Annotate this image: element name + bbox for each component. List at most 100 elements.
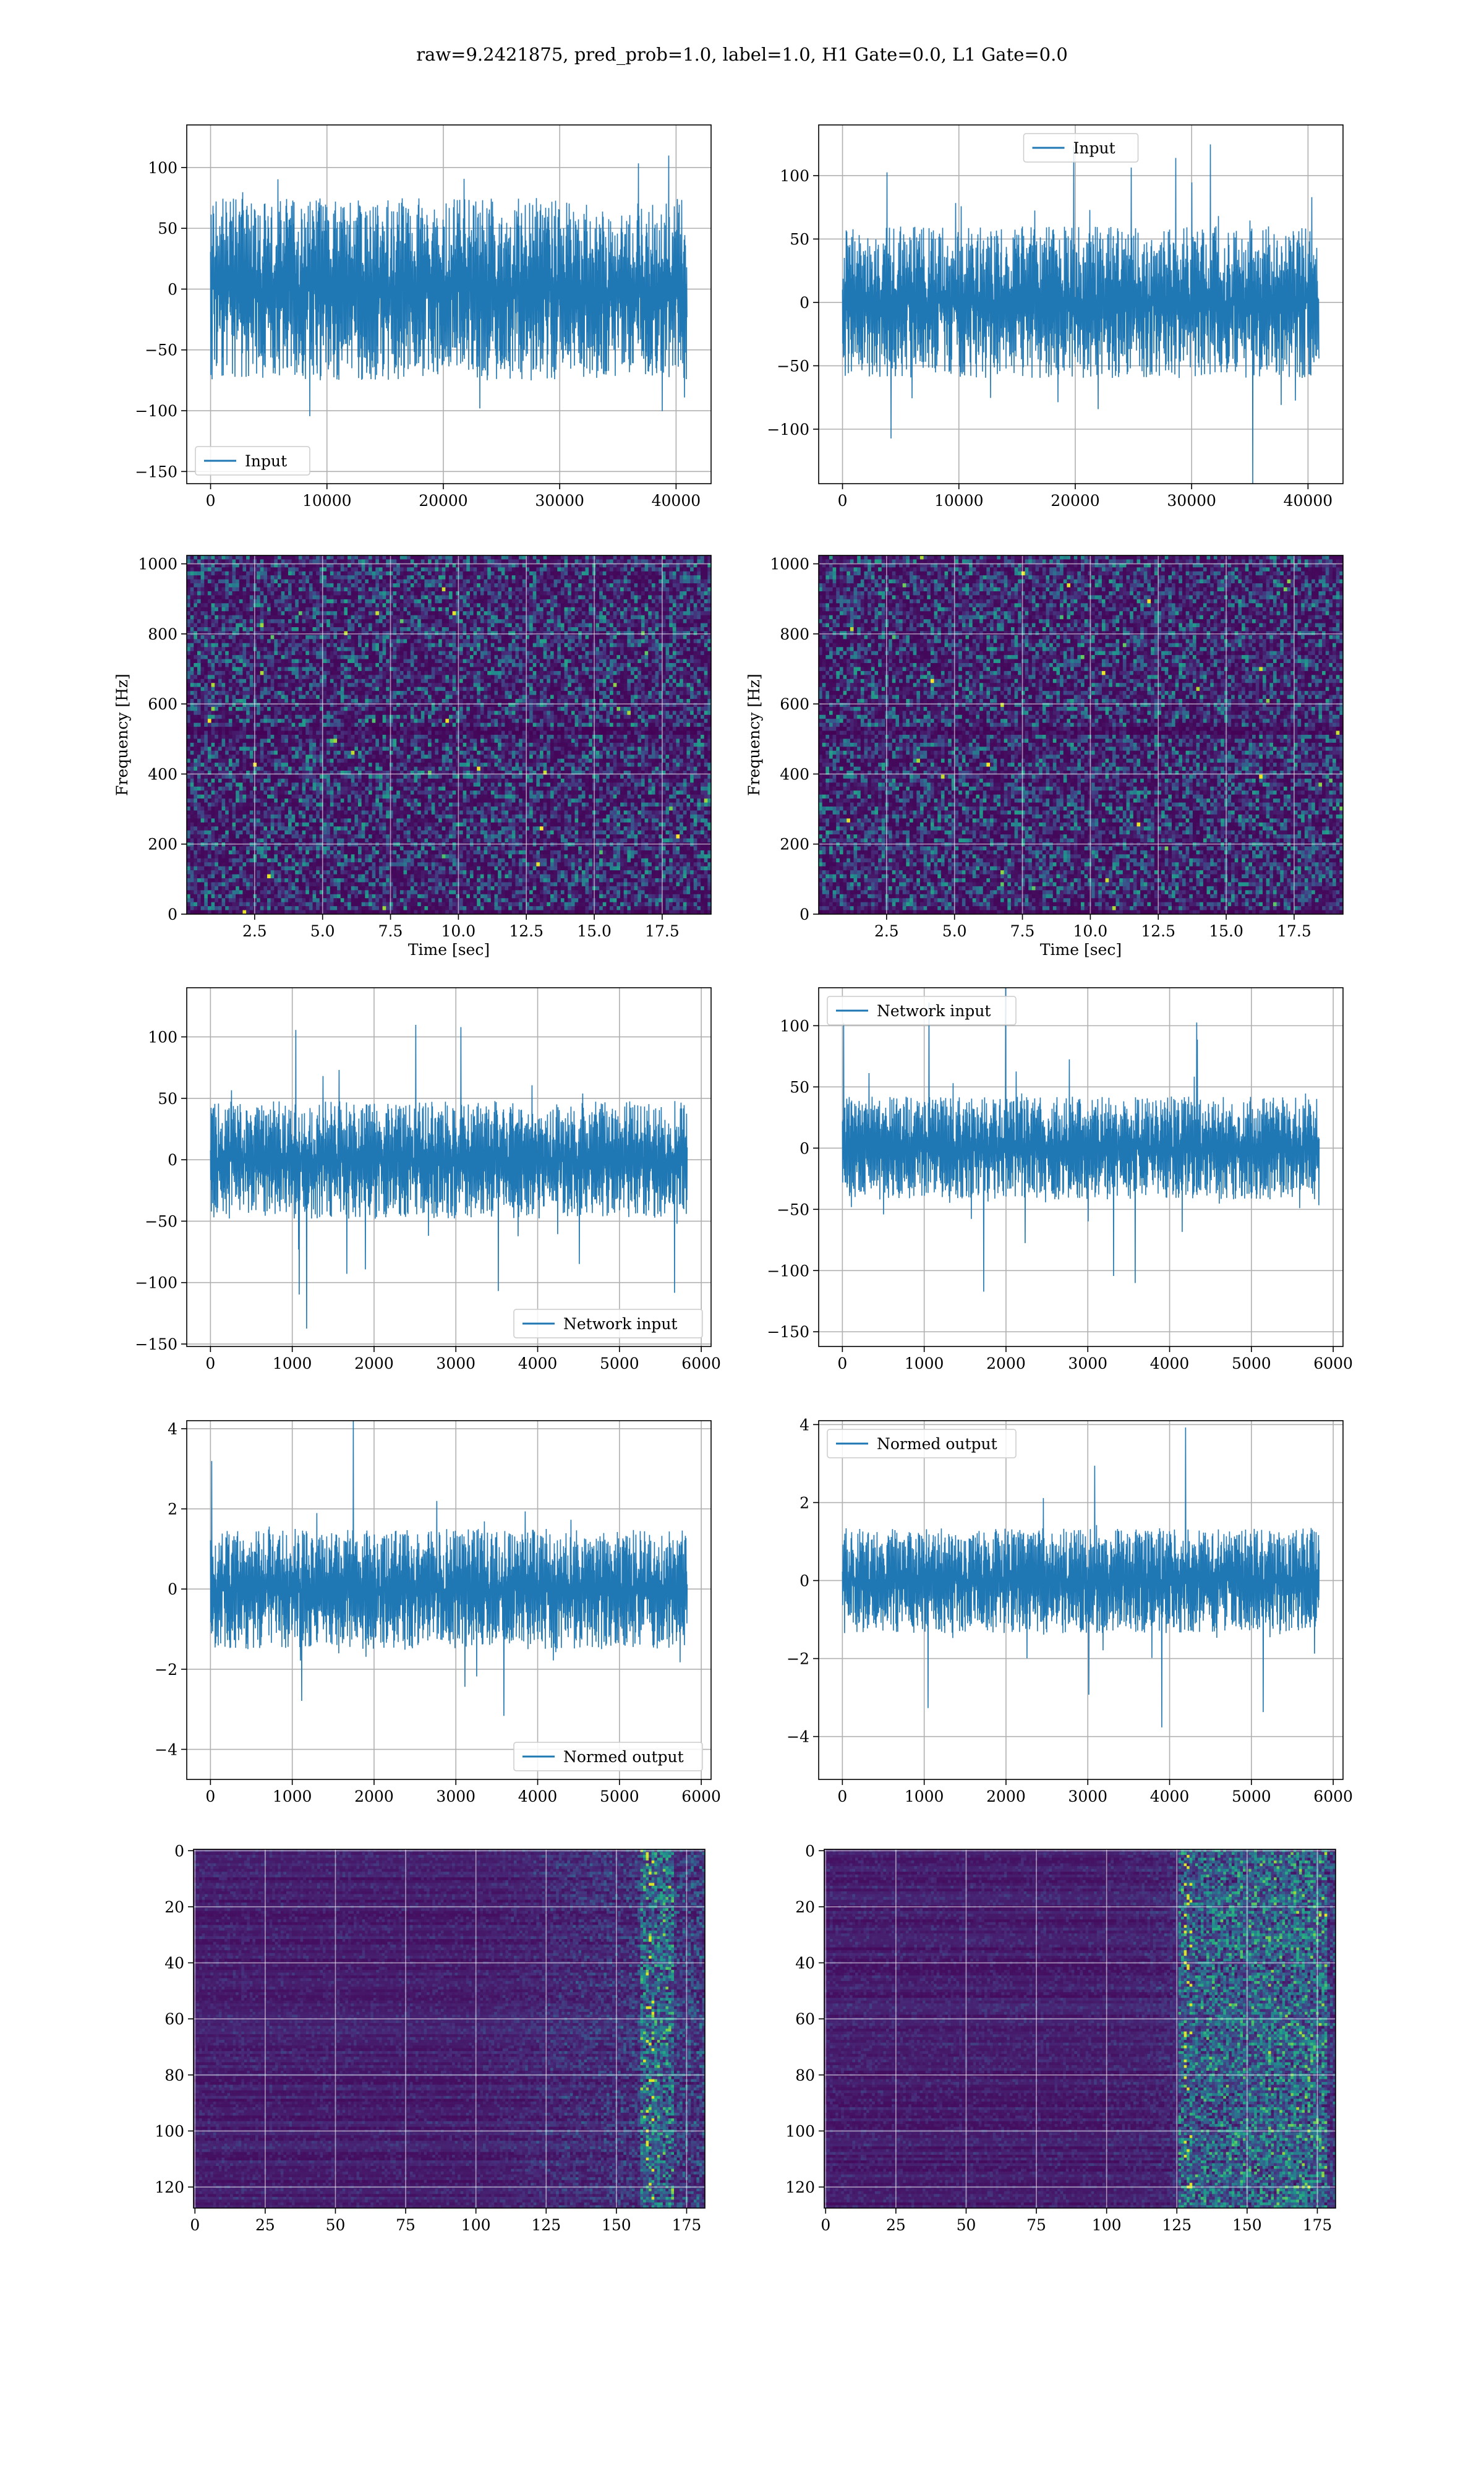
heatmap-cell (341, 663, 344, 667)
heatmap-cell (365, 651, 369, 656)
heatmap-cell (225, 607, 229, 612)
heatmap-cell (341, 583, 344, 588)
heatmap-cell (701, 583, 704, 588)
heatmap-cell (641, 635, 645, 640)
heatmap-cell (242, 599, 246, 604)
heatmap-cell (242, 675, 246, 679)
heatmap-cell (232, 588, 236, 592)
heatmap-cell (211, 588, 215, 592)
heatmap-cell (246, 575, 250, 580)
heatmap-cell (260, 683, 264, 687)
heatmap-cell (704, 595, 708, 599)
heatmap-cell (369, 655, 372, 659)
heatmap-cell (358, 611, 362, 615)
heatmap-cell (260, 663, 264, 667)
heatmap-cell (519, 603, 522, 607)
heatmap-cell (522, 555, 526, 560)
heatmap-cell (585, 659, 589, 664)
heatmap-cell (229, 615, 232, 620)
heatmap-cell (348, 588, 351, 592)
heatmap-cell (208, 631, 211, 635)
heatmap-cell (582, 607, 586, 612)
heatmap-cell (624, 639, 628, 643)
heatmap-cell (442, 559, 446, 563)
heatmap-cell (459, 655, 463, 659)
heatmap-cell (498, 559, 501, 563)
heatmap-cell (204, 595, 208, 599)
heatmap-cell (522, 611, 526, 615)
heatmap-cell (456, 667, 459, 671)
heatmap-cell (358, 571, 362, 576)
heatmap-cell (575, 571, 579, 576)
heatmap-cell (683, 555, 687, 560)
heatmap-cell (554, 619, 558, 623)
heatmap-cell (582, 559, 586, 563)
heatmap-cell (610, 599, 613, 604)
heatmap-cell (589, 647, 592, 651)
heatmap-cell (194, 575, 197, 580)
heatmap-cell (236, 635, 239, 640)
heatmap-cell (498, 599, 501, 604)
heatmap-cell (281, 603, 285, 607)
heatmap-cell (348, 575, 351, 580)
heatmap-cell (309, 647, 313, 651)
heatmap-cell (540, 607, 544, 612)
heatmap-cell (491, 635, 495, 640)
heatmap-cell (341, 591, 344, 596)
heatmap-cell (242, 567, 246, 571)
heatmap-cell (680, 623, 683, 628)
heatmap-cell (341, 571, 344, 576)
heatmap-cell (445, 639, 449, 643)
heatmap-cell (529, 675, 533, 679)
heatmap-cell (215, 580, 218, 584)
heatmap-cell (561, 655, 565, 659)
heatmap-cell (690, 595, 694, 599)
heatmap-cell (686, 603, 690, 607)
heatmap-cell (529, 671, 533, 675)
heatmap-cell (274, 607, 278, 612)
heatmap-cell (466, 667, 470, 671)
heatmap-cell (316, 675, 320, 679)
heatmap-cell (578, 639, 582, 643)
heatmap-cell (536, 611, 540, 615)
heatmap-cell (453, 667, 456, 671)
heatmap-cell (417, 615, 421, 620)
heatmap-cell (267, 683, 271, 687)
heatmap-cell (284, 555, 288, 560)
heatmap-cell (494, 611, 498, 615)
heatmap-cell (589, 631, 592, 635)
heatmap-cell (197, 627, 201, 631)
heatmap-cell (484, 611, 488, 615)
heatmap-cell (337, 595, 341, 599)
heatmap-cell (474, 651, 477, 656)
heatmap-cell (568, 595, 571, 599)
heatmap-cell (271, 671, 275, 675)
heatmap-cell (383, 623, 386, 628)
heatmap-cell (669, 559, 673, 563)
heatmap-cell (278, 591, 281, 596)
heatmap-cell (704, 639, 708, 643)
heatmap-cell (686, 567, 690, 571)
heatmap-cell (330, 683, 334, 687)
heatmap-cell (250, 663, 254, 667)
heatmap-cell (386, 607, 390, 612)
heatmap-cell (690, 639, 694, 643)
heatmap-cell (375, 595, 379, 599)
heatmap-cell (638, 599, 641, 604)
heatmap-cell (487, 595, 491, 599)
heatmap-cell (512, 611, 516, 615)
heatmap-cell (414, 683, 417, 687)
heatmap-cell (316, 580, 320, 584)
heatmap-cell (271, 611, 275, 615)
heatmap-cell (641, 555, 645, 560)
heatmap-cell (194, 627, 197, 631)
heatmap-cell (565, 595, 568, 599)
heatmap-cell (267, 651, 271, 656)
heatmap-cell (652, 643, 655, 648)
heatmap-cell (421, 651, 425, 656)
heatmap-cell (662, 555, 666, 560)
heatmap-cell (595, 647, 599, 651)
heatmap-cell (463, 675, 467, 679)
heatmap-cell (204, 611, 208, 615)
heatmap-cell (673, 580, 676, 584)
